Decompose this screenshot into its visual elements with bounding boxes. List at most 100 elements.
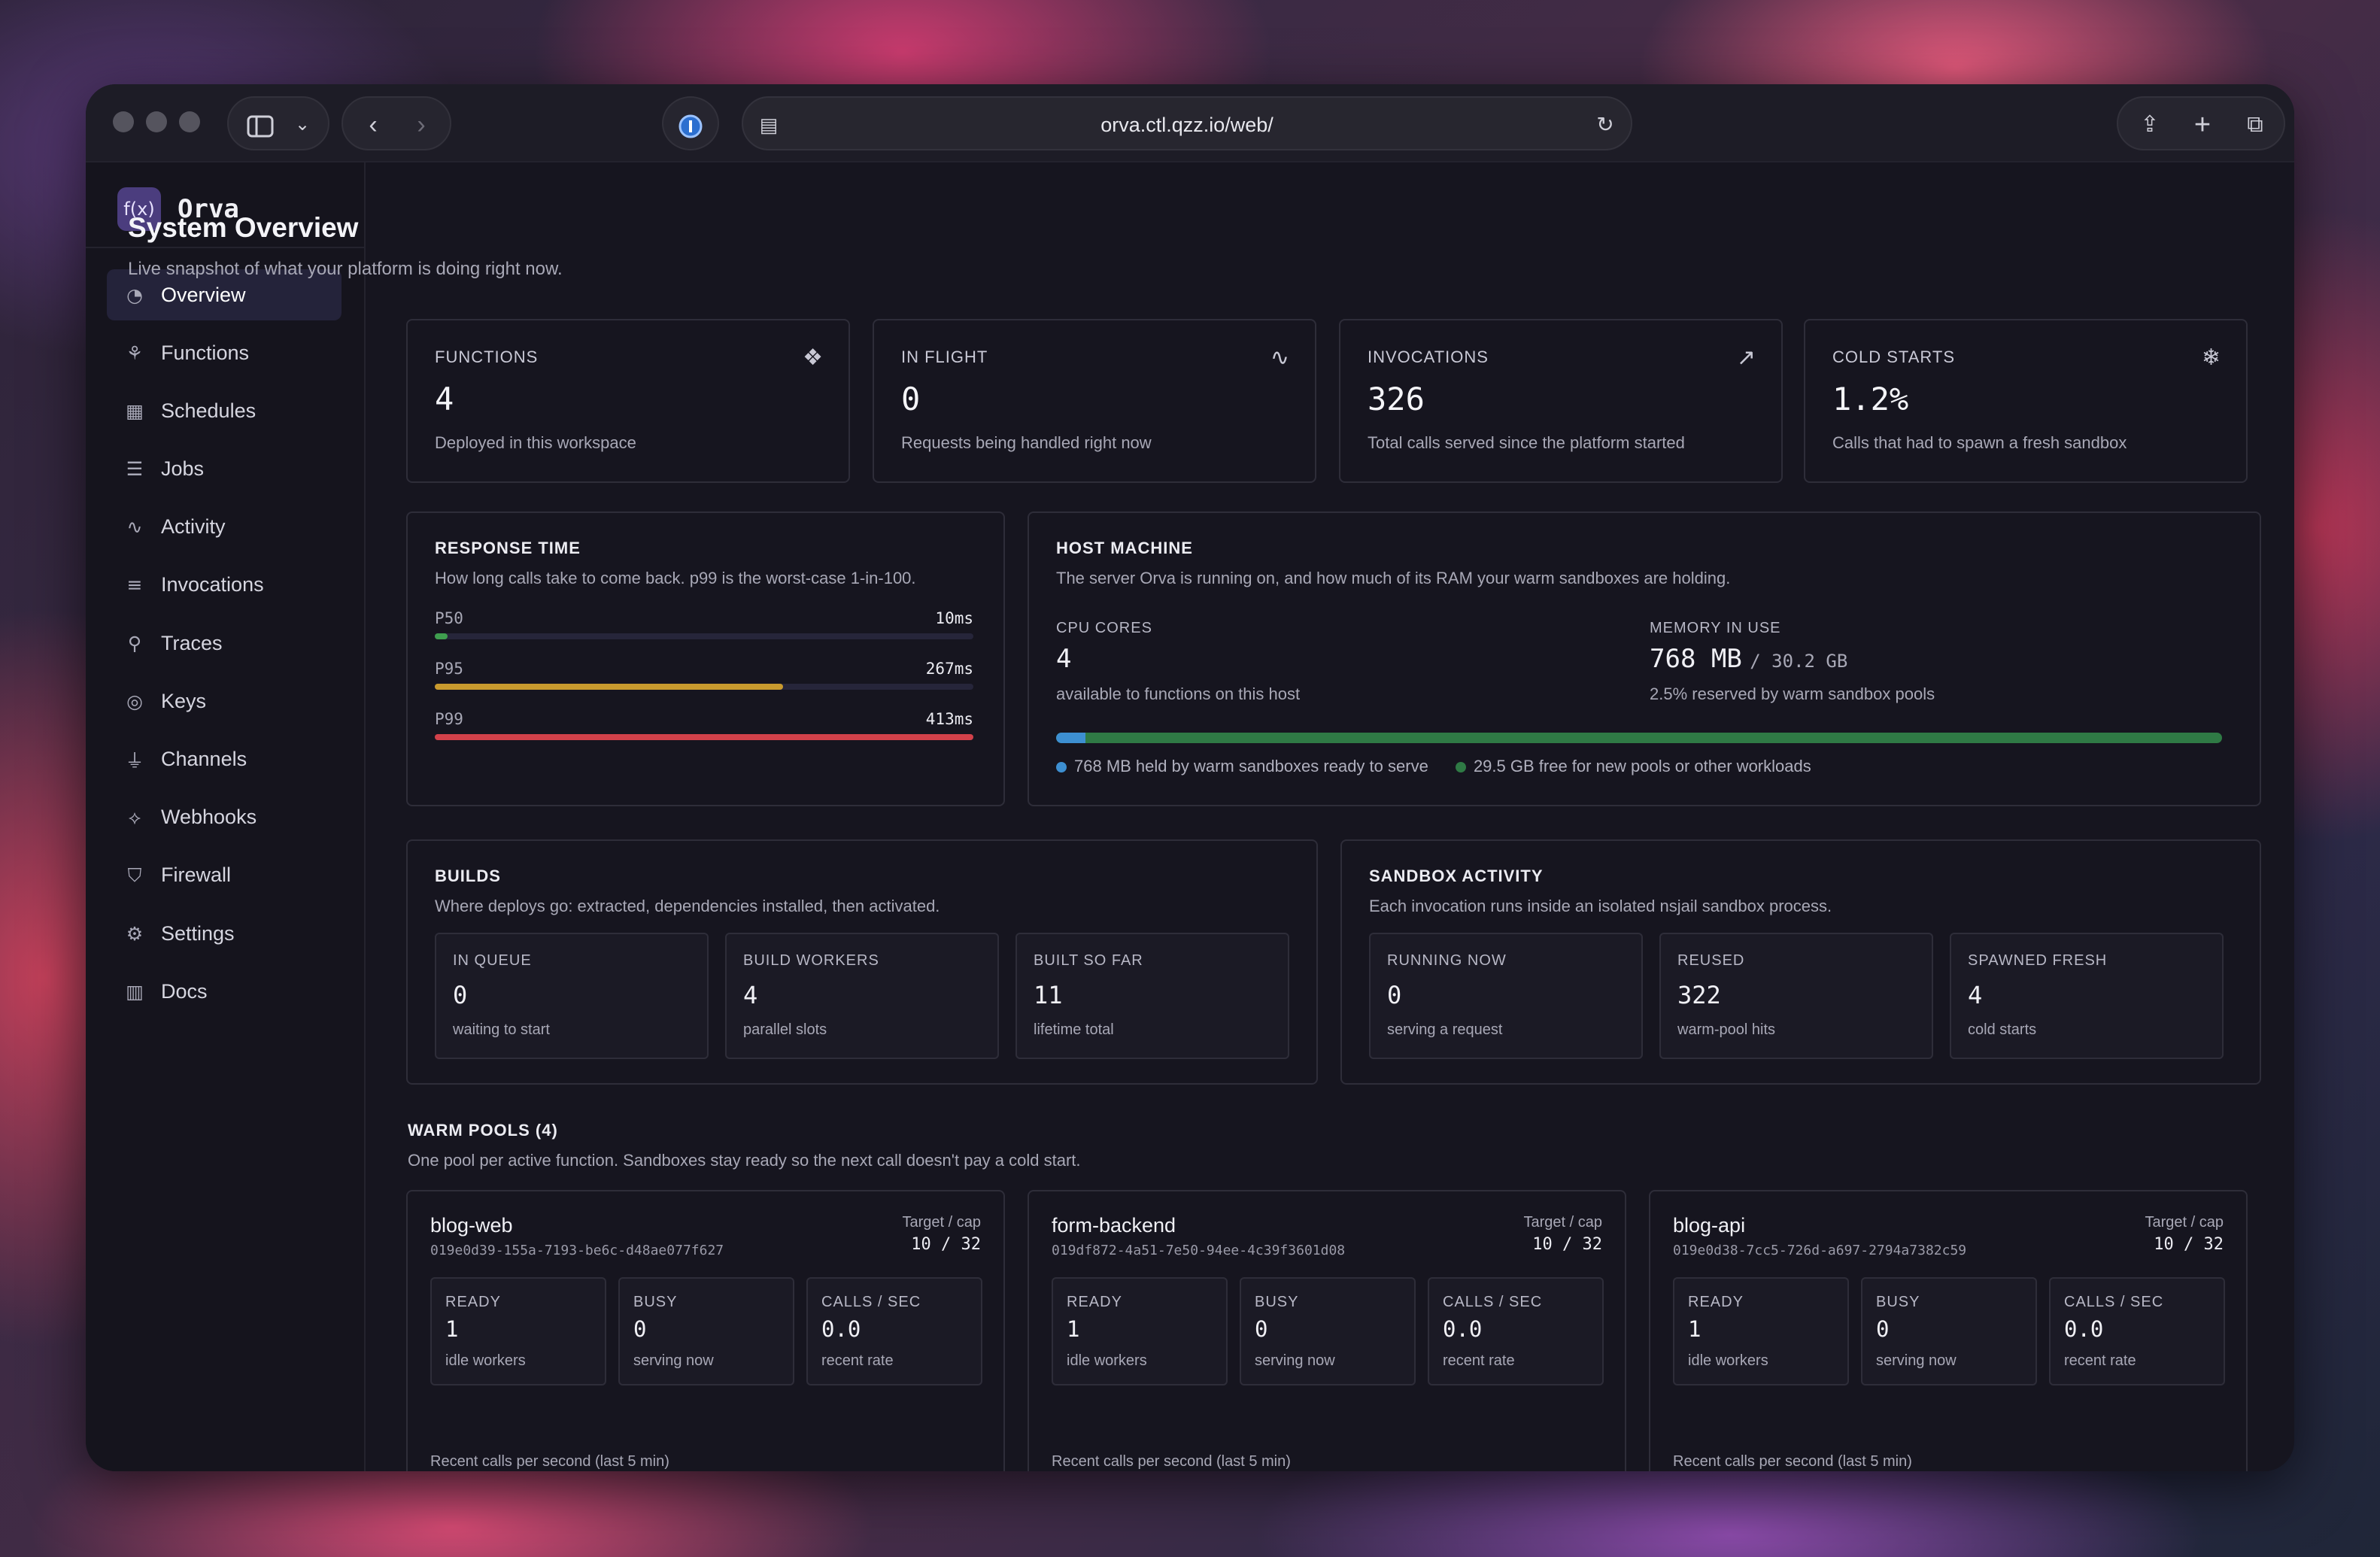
percentile-label: P99 bbox=[435, 710, 463, 728]
host-subtitle: The server Orva is running on, and how m… bbox=[1056, 569, 1731, 587]
sidebar-item-firewall[interactable]: ⛉ Firewall bbox=[107, 850, 342, 901]
metric-value: 0.0 bbox=[821, 1316, 861, 1342]
sidebar-item-functions[interactable]: ⚘ Functions bbox=[107, 327, 342, 378]
percentile-value: 267ms bbox=[925, 660, 973, 678]
share-icon[interactable]: ⇪ bbox=[2140, 112, 2160, 137]
reload-icon[interactable]: ↻ bbox=[1596, 113, 1614, 136]
percentile-label: P50 bbox=[435, 609, 463, 627]
sidebar-item-label: Webhooks bbox=[161, 806, 257, 829]
pool-metric-calls-sec: CALLS / SEC 0.0 recent rate bbox=[2049, 1277, 2225, 1386]
metric-label: BUILD WORKERS bbox=[743, 952, 879, 969]
password-manager-button[interactable] bbox=[662, 96, 719, 150]
activity-icon: ∿ bbox=[126, 516, 143, 539]
sidebar-item-traces[interactable]: ⚲ Traces bbox=[107, 618, 342, 669]
target-cap-value: 10 / 32 bbox=[1532, 1235, 1602, 1254]
memory-value: 768 MB bbox=[1650, 644, 1742, 674]
response-time-title: RESPONSE TIME bbox=[435, 539, 581, 557]
metric-value: 0 bbox=[1255, 1316, 1268, 1342]
sandbox-activity-card: SANDBOX ACTIVITY Each invocation runs in… bbox=[1340, 839, 2261, 1085]
pool-id: 019e0d39-155a-7193-be6c-d48ae077f627 bbox=[430, 1243, 724, 1258]
forward-icon[interactable]: › bbox=[417, 111, 426, 139]
stat-label: FUNCTIONS bbox=[435, 348, 539, 366]
builds-metric-in-queue: IN QUEUE 0 waiting to start bbox=[435, 933, 709, 1059]
warm-pool-card-blog-web[interactable]: blog-web 019e0d39-155a-7193-be6c-d48ae077… bbox=[406, 1190, 1005, 1471]
close-window-button[interactable] bbox=[113, 111, 134, 132]
metric-value: 0 bbox=[453, 981, 468, 1009]
metric-label: CALLS / SEC bbox=[1443, 1294, 1543, 1310]
metric-value: 1 bbox=[1067, 1316, 1080, 1342]
memory-desc: 2.5% reserved by warm sandbox pools bbox=[1650, 684, 1935, 703]
metric-label: REUSED bbox=[1677, 952, 1745, 969]
stat-value: 4 bbox=[435, 381, 454, 417]
app-name: Orva bbox=[178, 194, 239, 224]
history-nav-group: ‹ › bbox=[342, 96, 451, 150]
metric-value: 0 bbox=[1387, 981, 1402, 1009]
minimize-window-button[interactable] bbox=[146, 111, 167, 132]
sidebar-item-keys[interactable]: ◎ Keys bbox=[107, 675, 342, 727]
pool-name: blog-api bbox=[1673, 1214, 1746, 1237]
legend-used-text: 768 MB held by warm sandboxes ready to s… bbox=[1074, 757, 1428, 775]
sidebar-item-webhooks[interactable]: ⟡ Webhooks bbox=[107, 792, 342, 843]
metric-desc: serving now bbox=[1876, 1352, 1957, 1369]
warm-pools-title: WARM POOLS (4) bbox=[408, 1121, 558, 1140]
metric-desc: serving now bbox=[1255, 1352, 1335, 1369]
webhook-icon: ⟡ bbox=[128, 806, 141, 828]
response-time-card: RESPONSE TIME How long calls take to com… bbox=[406, 511, 1005, 806]
host-machine-card: HOST MACHINE The server Orva is running … bbox=[1028, 511, 2261, 806]
metric-label: BUSY bbox=[1876, 1294, 1920, 1310]
library-icon: ▥ bbox=[126, 980, 144, 1003]
pool-metric-busy: BUSY 0 serving now bbox=[1240, 1277, 1416, 1386]
chevron-down-icon[interactable]: ⌄ bbox=[294, 114, 311, 135]
sandbox-metric-reused: REUSED 322 warm-pool hits bbox=[1659, 933, 1933, 1059]
sidebar-item-activity[interactable]: ∿ Activity bbox=[107, 502, 342, 553]
builds-title: BUILDS bbox=[435, 867, 501, 885]
pool-name: form-backend bbox=[1052, 1214, 1176, 1237]
sidebar-item-label: Keys bbox=[161, 689, 207, 712]
metric-label: BUILT SO FAR bbox=[1034, 952, 1143, 969]
sidebar-item-overview[interactable]: ◔ Overview bbox=[107, 269, 342, 320]
metric-label: BUSY bbox=[633, 1294, 678, 1310]
memory-legend: 768 MB held by warm sandboxes ready to s… bbox=[1056, 757, 1811, 776]
address-bar[interactable]: ▤ orva.ctl.qzz.io/web/ ↻ bbox=[742, 96, 1632, 150]
page-subtitle: Live snapshot of what your platform is d… bbox=[128, 259, 563, 279]
warm-pool-card-form-backend[interactable]: form-backend 019df872-4a51-7e50-94ee-4c39… bbox=[1028, 1190, 1626, 1471]
sidebar-item-invocations[interactable]: ≡ Invocations bbox=[107, 560, 342, 611]
reader-mode-icon[interactable]: ▤ bbox=[759, 114, 779, 136]
pool-id: 019df872-4a51-7e50-94ee-4c39f3601d08 bbox=[1052, 1243, 1346, 1258]
password-manager-icon bbox=[663, 98, 718, 152]
sidebar-item-channels[interactable]: ⏚ Channels bbox=[107, 734, 342, 785]
sidebar-item-docs[interactable]: ▥ Docs bbox=[107, 966, 342, 1017]
calendar-clock-icon: ▦ bbox=[126, 399, 144, 422]
sidebar-toggle-icon[interactable] bbox=[239, 98, 281, 152]
stat-label: COLD STARTS bbox=[1832, 348, 1955, 366]
pool-id: 019e0d38-7cc5-726d-a697-2794a7382c59 bbox=[1673, 1243, 1967, 1258]
zoom-window-button[interactable] bbox=[179, 111, 200, 132]
stat-card-functions: FUNCTIONS 4 Deployed in this workspace ❖ bbox=[406, 319, 850, 483]
sidebar-item-settings[interactable]: ⚙ Settings bbox=[107, 908, 342, 959]
sidebar-item-label: Traces bbox=[161, 631, 223, 654]
sidebar-item-schedules[interactable]: ▦ Schedules bbox=[107, 385, 342, 436]
brand[interactable]: f(x) Orva bbox=[117, 185, 239, 233]
new-tab-icon[interactable]: + bbox=[2193, 109, 2212, 141]
percentile-label: P95 bbox=[435, 660, 463, 678]
percentile-track bbox=[435, 684, 973, 690]
metric-value: 1 bbox=[445, 1316, 459, 1342]
builds-metric-built-so-far: BUILT SO FAR 11 lifetime total bbox=[1015, 933, 1289, 1059]
functions-icon: ⚘ bbox=[126, 341, 144, 364]
target-cap-label: Target / cap bbox=[902, 1214, 981, 1231]
metric-value: 322 bbox=[1677, 981, 1721, 1009]
sidebar-item-jobs[interactable]: ☰ Jobs bbox=[107, 444, 342, 495]
tab-overview-icon[interactable]: ⧉ bbox=[2247, 112, 2263, 137]
recent-calls-caption: Recent calls per second (last 5 min) bbox=[1052, 1453, 1291, 1470]
sidebar-item-label: Activity bbox=[161, 515, 226, 539]
percentile-bar bbox=[435, 734, 973, 740]
plug-icon: ⏚ bbox=[125, 749, 144, 772]
stat-label: INVOCATIONS bbox=[1368, 348, 1489, 366]
back-icon[interactable]: ‹ bbox=[369, 111, 378, 139]
list-checks-icon: ☰ bbox=[126, 458, 144, 481]
metric-value: 4 bbox=[1968, 981, 1983, 1009]
pool-metric-ready: READY 1 idle workers bbox=[1673, 1277, 1849, 1386]
warm-pool-card-blog-api[interactable]: blog-api 019e0d38-7cc5-726d-a697-2794a738… bbox=[1649, 1190, 2248, 1471]
browser-toolbar: ⌄ ‹ › ▤ orva.ctl.qzz.io/web/ ↻ ⇪ + ⧉ bbox=[86, 84, 2294, 162]
cpu-cores-desc: available to functions on this host bbox=[1056, 684, 1301, 703]
